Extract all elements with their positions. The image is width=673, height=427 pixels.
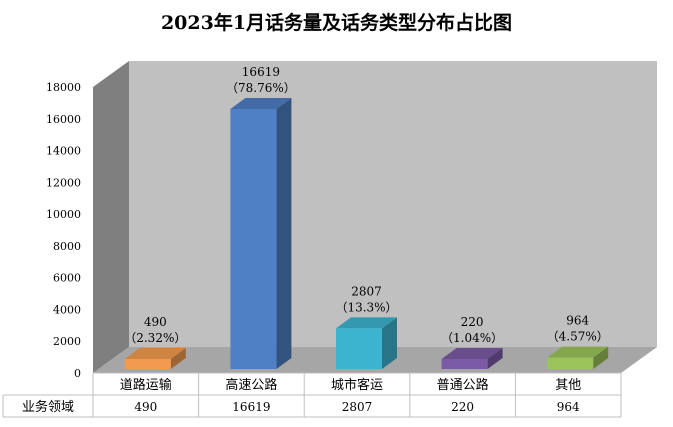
bar-side (382, 317, 397, 369)
bar-top (124, 348, 186, 359)
data-label: 2807 (351, 284, 382, 298)
bar-side (593, 346, 609, 369)
category-label: 道路运输 (120, 377, 172, 393)
table-value: 2807 (342, 400, 373, 414)
y-tick-label: 18000 (46, 81, 81, 94)
data-label: 490 (144, 315, 167, 329)
bar-side (276, 97, 292, 369)
chart-title: 2023年1月话务量及话务类型分布占比图 (160, 12, 513, 34)
bar-top (336, 317, 397, 329)
bar-top (230, 97, 292, 109)
percent-label: （4.57%） (547, 330, 609, 344)
percent-label: （1.04%） (441, 331, 503, 345)
bar-top (547, 346, 609, 358)
y-tick-label: 16000 (46, 113, 81, 126)
data-label: 220 (461, 315, 484, 329)
table-value: 964 (557, 400, 580, 414)
data-label: 964 (566, 314, 589, 328)
y-tick-label: 6000 (53, 272, 81, 285)
bar (124, 359, 171, 369)
table-value: 16619 (232, 400, 270, 414)
y-tick-label: 8000 (53, 240, 81, 253)
bar (230, 108, 277, 369)
y-tick-label: 2000 (53, 335, 81, 348)
category-label: 城市客运 (331, 377, 383, 393)
table-value: 220 (451, 400, 474, 414)
percent-label: （78.76%） (226, 81, 296, 95)
bar-side (170, 348, 186, 369)
bar (441, 359, 488, 369)
category-label: 高速公路 (225, 377, 277, 393)
bar (547, 357, 594, 369)
y-tick-label: 12000 (46, 176, 81, 189)
bar-top (441, 348, 503, 359)
side-wall (93, 61, 129, 373)
category-label: 其他 (555, 378, 581, 393)
percent-label: （13.3%） (335, 300, 397, 314)
y-tick-label: 10000 (46, 208, 81, 221)
category-label: 普通公路 (437, 377, 489, 393)
y-tick-label: 4000 (53, 303, 81, 316)
bar-side (487, 348, 503, 369)
table-row-label: 业务领域 (22, 399, 74, 415)
y-tick-label: 14000 (46, 145, 81, 158)
y-tick-label: 0 (74, 367, 81, 380)
data-label: 16619 (242, 65, 280, 79)
percent-label: （2.32%） (124, 331, 186, 345)
table-value: 490 (134, 400, 157, 414)
bar (336, 328, 382, 369)
